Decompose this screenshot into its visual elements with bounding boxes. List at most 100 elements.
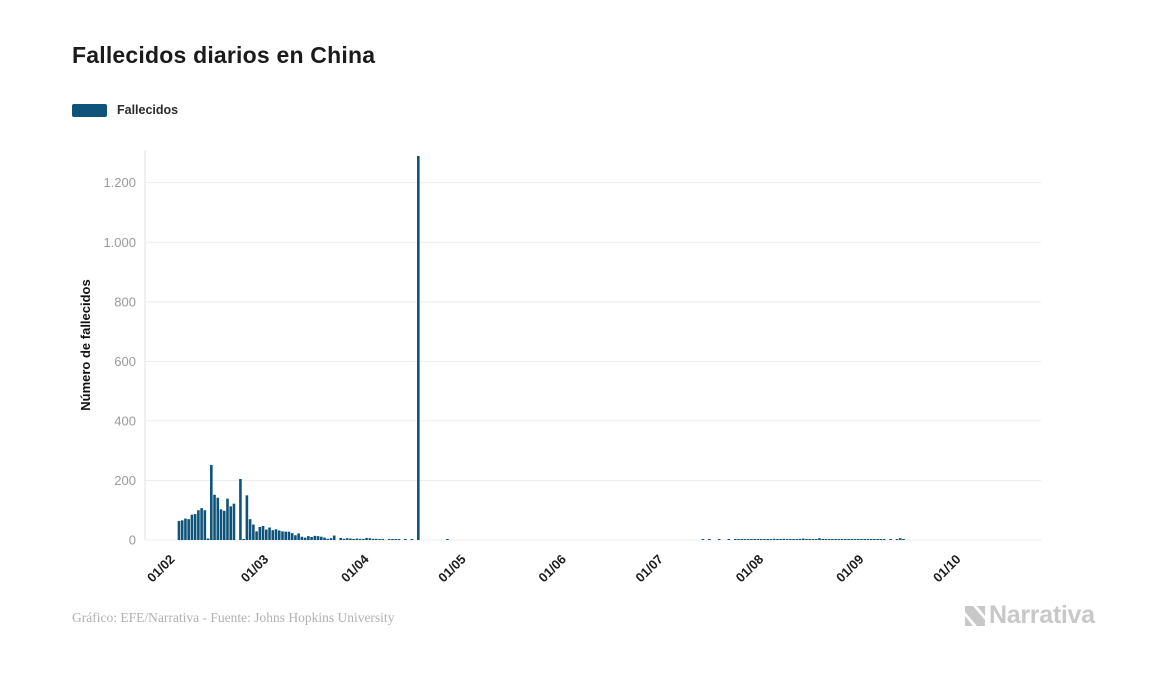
bar [255, 531, 258, 540]
bar [779, 539, 782, 540]
bar [708, 539, 711, 540]
bar [831, 539, 834, 540]
bar [740, 539, 744, 540]
page-title: Fallecidos diarios en China [72, 42, 376, 68]
bar [717, 539, 721, 540]
x-tick-label: 01/06 [535, 552, 569, 586]
bar [332, 535, 336, 540]
bar [750, 539, 753, 540]
bar [242, 539, 245, 540]
bar [814, 539, 818, 540]
bar [860, 539, 863, 540]
bar [362, 539, 365, 540]
x-tick-label: 01/10 [930, 552, 964, 586]
bar [371, 538, 375, 540]
y-tick-label: 800 [114, 294, 136, 309]
bar [197, 510, 200, 540]
bar [232, 503, 236, 540]
bar [190, 514, 194, 540]
bar [177, 520, 181, 540]
bar [789, 539, 792, 540]
y-tick-label: 1.200 [103, 175, 136, 190]
bar [753, 539, 757, 540]
bar [811, 539, 815, 540]
bar [222, 510, 226, 540]
bar [701, 539, 705, 540]
y-tick-label: 200 [114, 473, 136, 488]
bar [349, 538, 352, 540]
bar [210, 464, 213, 540]
bar [785, 539, 789, 540]
bar [394, 539, 397, 540]
narrativa-logo: Narrativa [963, 601, 1095, 630]
bar [313, 535, 317, 540]
x-tick-label: 01/05 [435, 552, 469, 586]
bar [827, 539, 831, 540]
narrativa-logo-icon [965, 605, 985, 626]
bar [824, 539, 828, 540]
bar [365, 537, 368, 540]
source-credit: Gráfico: EFE/Narrativa - Fuente: Johns H… [72, 610, 395, 625]
x-tick-label: 01/08 [733, 552, 767, 586]
bar [252, 524, 255, 540]
bar [184, 518, 187, 540]
legend-label: Fallecidos [117, 103, 179, 117]
y-axis-title: Número de fallecidos [78, 279, 93, 410]
bar [763, 539, 766, 540]
bar [734, 539, 737, 540]
bar [200, 508, 203, 540]
bar [834, 539, 837, 540]
bar [261, 526, 265, 540]
bar [847, 539, 850, 540]
bar [801, 538, 805, 540]
bar [889, 539, 892, 540]
bar [756, 539, 760, 540]
x-tick-label: 01/03 [238, 552, 272, 586]
bar [391, 539, 394, 540]
bar [307, 536, 310, 540]
bar [869, 539, 873, 540]
legend-item-fallecidos[interactable]: Fallecidos [72, 103, 178, 117]
bar [374, 538, 378, 540]
bar [193, 514, 197, 540]
bar [268, 527, 271, 540]
bar [329, 538, 333, 540]
bar [446, 539, 449, 540]
bar [876, 539, 879, 540]
bar [863, 539, 867, 540]
bar [856, 539, 860, 540]
bar [766, 539, 769, 540]
bar [378, 539, 381, 540]
bar [727, 539, 731, 540]
bar [326, 538, 330, 540]
bar [368, 538, 372, 540]
bar [265, 529, 268, 540]
bar [772, 538, 776, 540]
bar [844, 539, 847, 540]
bar [737, 539, 740, 540]
bar [187, 519, 190, 540]
bar [274, 529, 278, 540]
bar [303, 537, 307, 540]
bar [866, 539, 870, 540]
bar [345, 538, 349, 540]
x-tick-label: 01/09 [833, 552, 867, 586]
bar [840, 539, 844, 540]
bar [277, 530, 281, 540]
bar [287, 531, 291, 540]
bar [281, 531, 284, 540]
bar [216, 497, 220, 540]
bar [902, 539, 905, 540]
bar [271, 530, 275, 540]
bar [743, 539, 747, 540]
bar [319, 536, 323, 540]
bar [818, 538, 821, 540]
bar [387, 539, 391, 540]
bar [782, 538, 786, 540]
bar [899, 538, 902, 540]
y-tick-label: 400 [114, 413, 136, 428]
bar [239, 478, 242, 540]
bar [248, 519, 252, 540]
